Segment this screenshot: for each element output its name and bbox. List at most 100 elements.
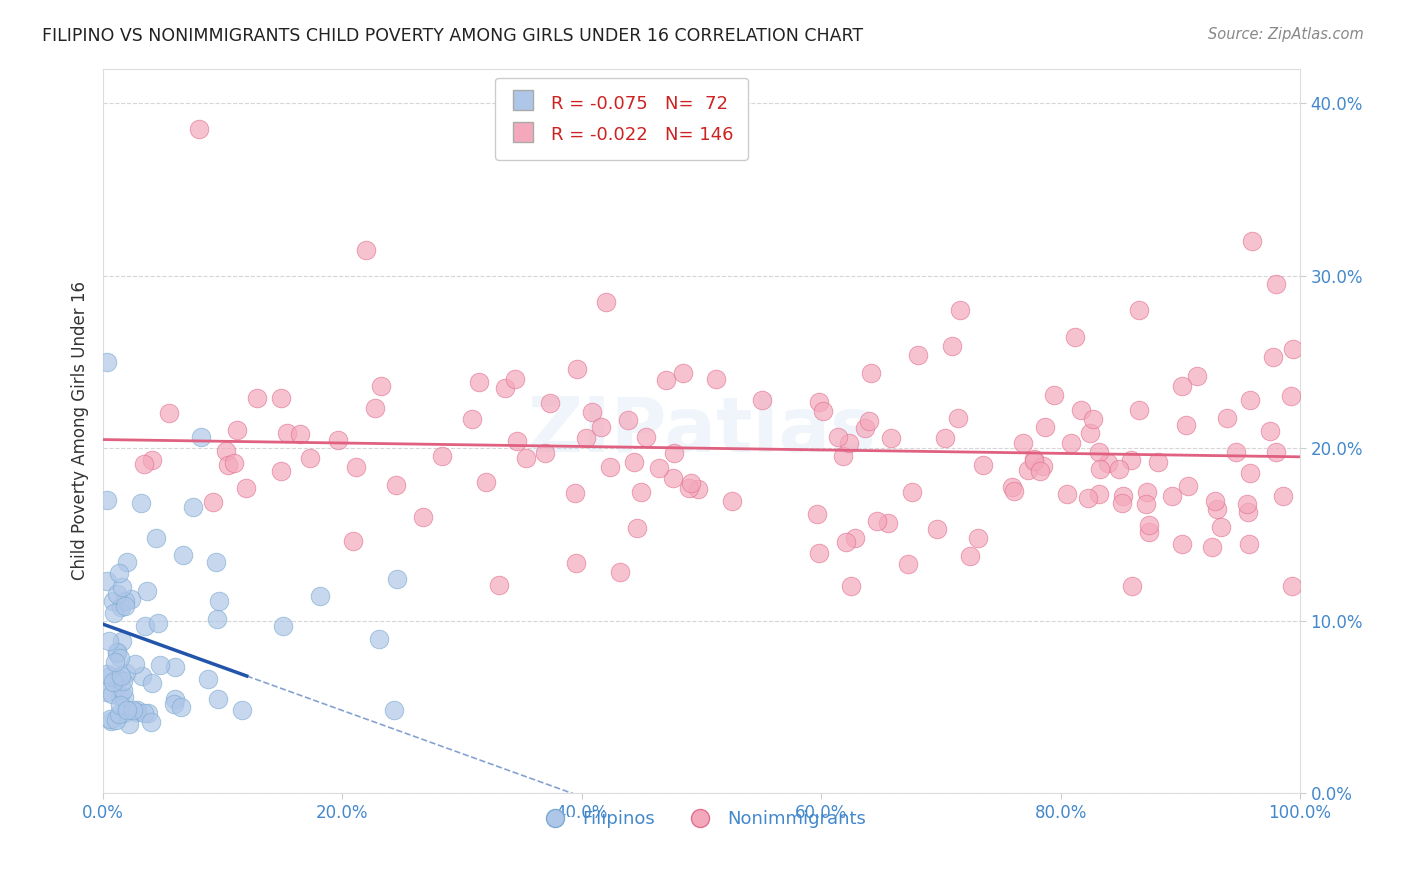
Point (751, 393, 773, 408)
Point (110, 581, 132, 595)
Point (246, 391, 269, 405)
Point (1264, 445, 1286, 459)
Point (897, 557, 920, 571)
Point (98, 669, 121, 683)
Point (1236, 497, 1258, 511)
Point (105, 587, 128, 601)
Point (231, 703, 253, 717)
Point (655, 373, 678, 387)
Point (100, 714, 122, 728)
Point (1033, 420, 1056, 434)
Point (807, 395, 830, 409)
Point (205, 555, 228, 569)
Point (599, 460, 621, 475)
Point (96, 492, 118, 507)
Point (134, 619, 156, 633)
Point (949, 303, 972, 318)
Point (125, 705, 148, 719)
Point (1171, 537, 1194, 551)
Point (1001, 480, 1024, 494)
Point (356, 243, 378, 257)
Point (101, 687, 124, 701)
Point (1239, 393, 1261, 408)
Point (105, 645, 128, 659)
Point (721, 493, 744, 508)
Point (309, 589, 332, 603)
Point (595, 294, 617, 309)
Point (877, 516, 900, 531)
Point (105, 713, 128, 727)
Point (1211, 520, 1233, 534)
Point (609, 565, 631, 579)
Point (163, 692, 186, 706)
Point (567, 361, 589, 376)
Point (1024, 454, 1046, 468)
Point (1022, 451, 1045, 466)
Point (1111, 496, 1133, 510)
Point (865, 514, 887, 528)
Point (115, 703, 138, 717)
Point (127, 703, 149, 717)
Point (907, 348, 929, 362)
Point (662, 471, 685, 485)
Point (959, 549, 981, 563)
Point (114, 599, 136, 613)
Point (215, 444, 238, 458)
Point (96, 667, 118, 681)
Point (273, 618, 295, 632)
Point (664, 446, 686, 460)
Point (1239, 466, 1261, 480)
Point (1088, 445, 1111, 459)
Point (1146, 455, 1168, 469)
Point (201, 494, 224, 508)
Point (630, 485, 652, 500)
Text: Source: ZipAtlas.com: Source: ZipAtlas.com (1208, 27, 1364, 42)
Point (1060, 436, 1083, 450)
Point (1137, 525, 1160, 540)
Point (108, 566, 131, 581)
Point (146, 616, 169, 631)
Point (1002, 484, 1025, 499)
Point (111, 673, 134, 688)
Point (1161, 489, 1184, 503)
Point (105, 646, 128, 660)
Point (187, 122, 209, 136)
Point (1077, 491, 1099, 506)
Point (1279, 389, 1302, 403)
Point (1056, 486, 1078, 500)
Point (1177, 479, 1199, 493)
Point (384, 478, 406, 492)
Point (159, 406, 181, 420)
Point (385, 573, 408, 587)
Point (138, 706, 160, 721)
Point (1237, 505, 1260, 519)
Point (270, 464, 292, 478)
Point (626, 521, 648, 535)
Point (96, 684, 118, 698)
Point (131, 669, 153, 683)
Point (115, 556, 138, 570)
Point (488, 578, 510, 592)
Point (880, 431, 903, 445)
Point (344, 459, 367, 474)
Point (972, 458, 994, 472)
Point (1111, 489, 1133, 503)
Point (1136, 485, 1159, 500)
Point (853, 421, 876, 435)
Point (1263, 350, 1285, 364)
Point (382, 703, 405, 717)
Text: ZIPatlas: ZIPatlas (527, 394, 876, 468)
Point (412, 510, 434, 524)
Point (96, 355, 118, 369)
Point (370, 379, 392, 393)
Point (1272, 489, 1295, 503)
Point (1119, 453, 1142, 467)
Point (1187, 368, 1209, 383)
Point (117, 716, 139, 731)
Point (110, 689, 132, 703)
Point (110, 669, 132, 683)
Point (575, 431, 598, 445)
Point (636, 430, 658, 444)
Point (678, 481, 700, 495)
Point (1078, 426, 1101, 441)
